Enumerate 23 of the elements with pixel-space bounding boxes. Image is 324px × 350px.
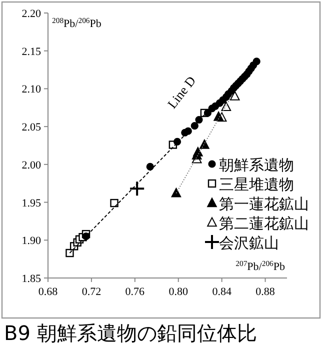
- y-tick-label: 2.20: [22, 8, 42, 20]
- x-tick-label: 0.68: [38, 286, 58, 298]
- legend-label: 朝鮮系遺物: [219, 156, 294, 174]
- legend-label: 三星堆遺物: [219, 176, 294, 194]
- y-tick-label: 1.95: [22, 197, 42, 210]
- y-tick-label: 1.90: [22, 235, 42, 248]
- y-tick-label: 2.00: [22, 159, 42, 172]
- legend-label: 第一蓮花鉱山: [219, 195, 309, 213]
- x-tick-label: 0.84: [212, 286, 232, 298]
- x-tick-label: 0.72: [82, 286, 102, 298]
- y-tick-label: 2.15: [22, 46, 42, 58]
- x-axis-title: $^{207}$Pb/$^{206}$Pb: [236, 258, 286, 273]
- y-tick-label: 2.10: [22, 84, 42, 96]
- y-tick-label: 2.05: [22, 122, 42, 134]
- annotation: Line D: [164, 73, 199, 112]
- x-tick-label: 0.80: [168, 286, 188, 298]
- text: B9 朝鮮系遺物の鉛同位体比: [4, 321, 257, 345]
- y-axis-title: $^{208}$Pb/$^{206}$Pb: [52, 16, 102, 30]
- y-tick-label: 1.85: [22, 273, 42, 285]
- legend-label: 会沢鉱山: [219, 234, 279, 252]
- x-tick-label: 0.76: [125, 286, 146, 298]
- x-tick-label: 0.88: [256, 286, 276, 298]
- legend-label: 第二蓮花鉱山: [219, 214, 309, 232]
